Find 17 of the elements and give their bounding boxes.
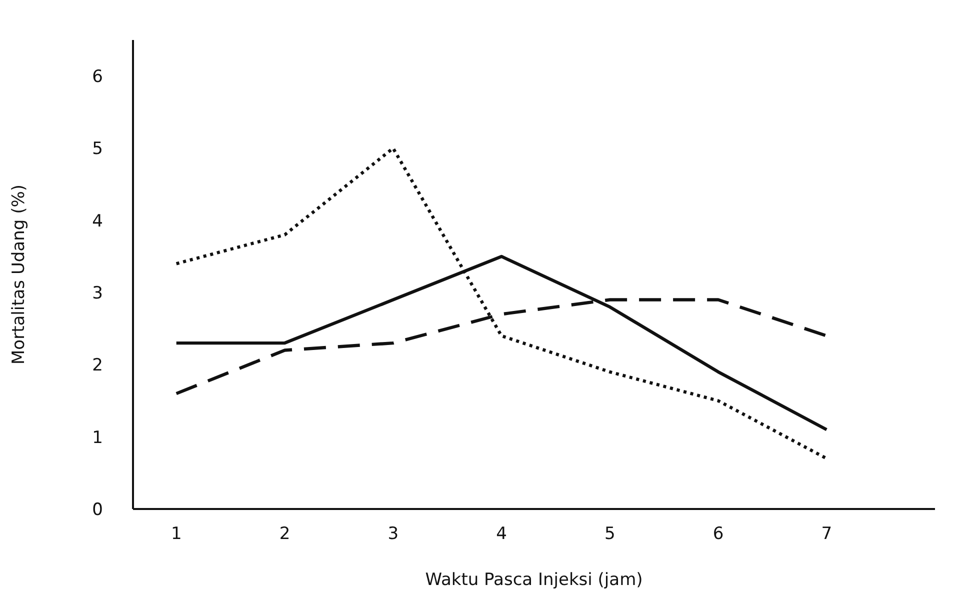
x-tick-label: 1: [170, 524, 182, 544]
y-tick-label: 5: [92, 139, 103, 160]
y-tick-label: 0: [92, 500, 103, 520]
x-tick-label: 4: [496, 524, 507, 544]
x-tick-label: 3: [388, 524, 399, 544]
x-tick-label: 6: [712, 524, 724, 544]
y-tick-label: 6: [92, 67, 103, 88]
x-tick-label: 5: [604, 524, 616, 544]
y-tick-label: 3: [92, 283, 103, 304]
y-tick-label: 4: [92, 211, 103, 232]
y-axis-title: Mortalitas Udang (%): [9, 184, 29, 364]
y-tick-label: 2: [92, 356, 103, 376]
x-tick-label: 2: [279, 524, 290, 544]
y-tick-label: 1: [92, 428, 103, 448]
x-axis-title: Waktu Pasca Injeksi (jam): [425, 570, 643, 590]
line-series: [174, 146, 828, 460]
x-tick-label: 7: [821, 524, 832, 544]
